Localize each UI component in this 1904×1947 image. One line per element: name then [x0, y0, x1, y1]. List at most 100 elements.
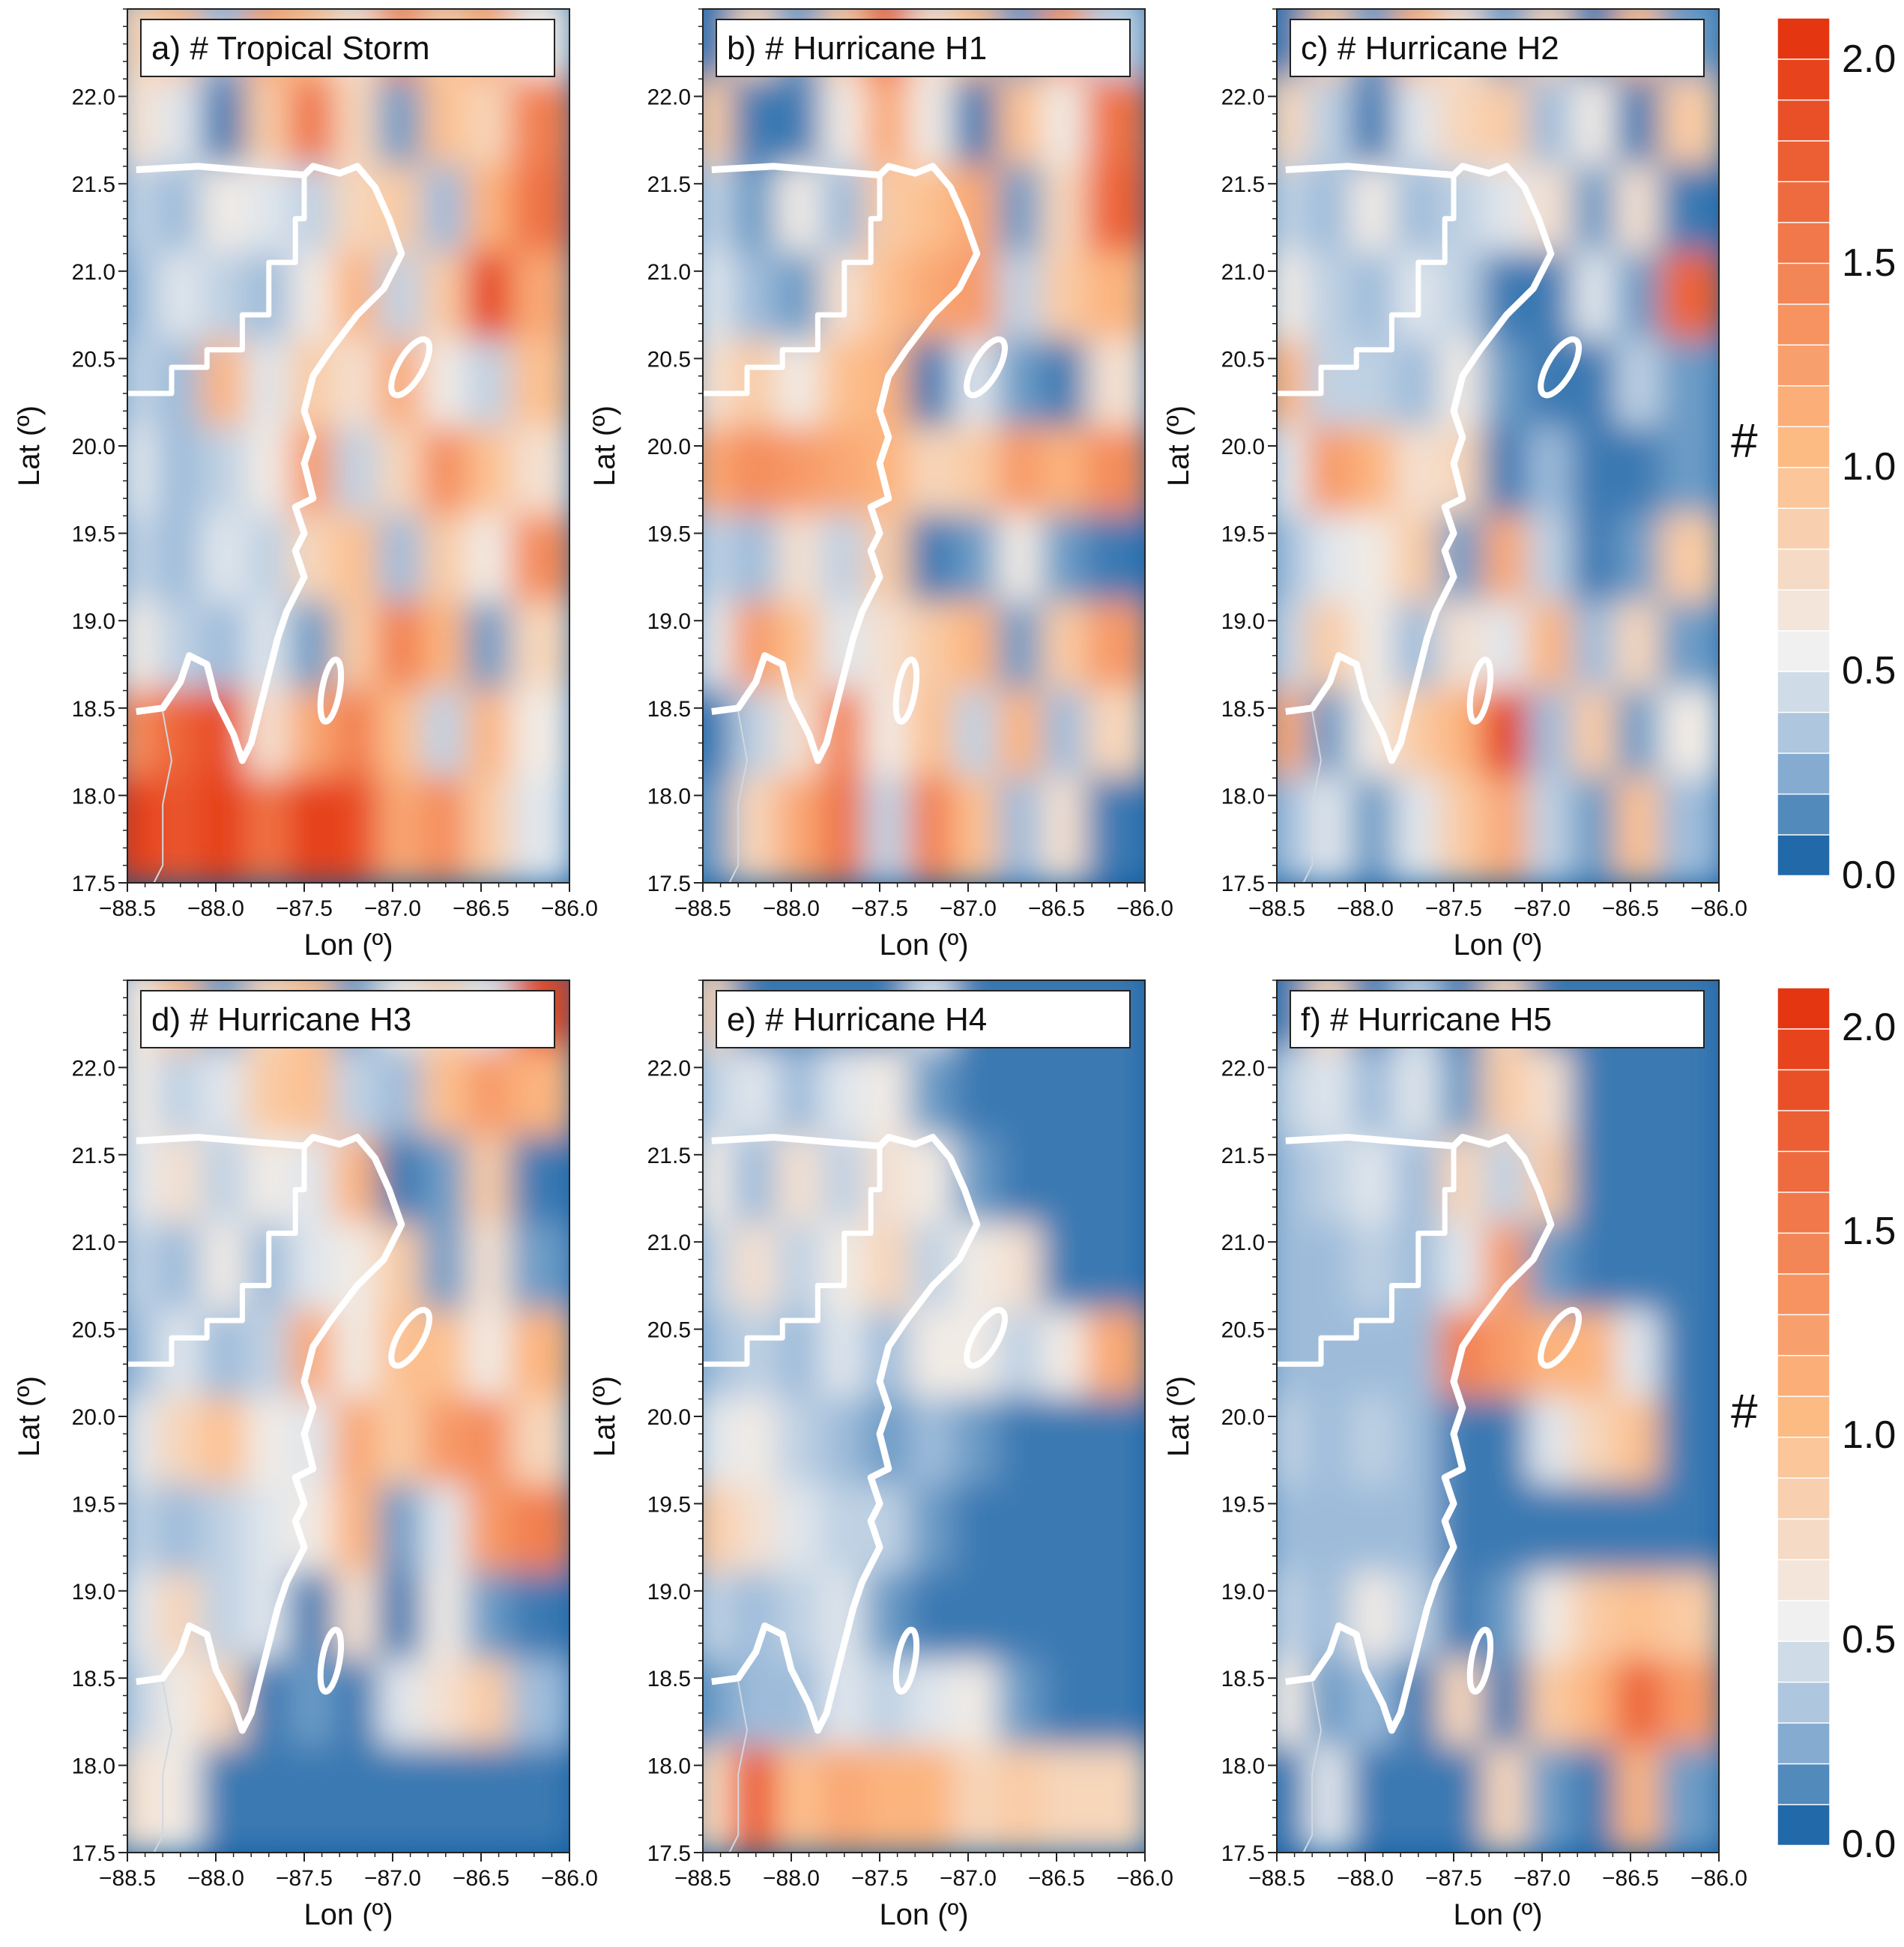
y-axis-label: Lat (º) — [1162, 1376, 1195, 1457]
heatmap-field — [703, 9, 1145, 883]
colorbar-swatch — [1777, 384, 1831, 428]
colorbar-tick-label: 1.0 — [1842, 445, 1896, 489]
colorbar-swatches — [1777, 17, 1831, 877]
map-overlay — [127, 163, 433, 883]
colorbar-swatch — [1777, 548, 1831, 591]
y-tick-label: 18.5 — [72, 697, 115, 722]
y-tick-label: 18.0 — [72, 784, 115, 809]
state-border — [1277, 175, 1457, 396]
colorbar-label: # — [1731, 1384, 1758, 1438]
y-axis-label: Lat (º) — [588, 405, 621, 486]
river-border-line — [153, 1681, 173, 1853]
colorbar-swatch — [1777, 1314, 1831, 1356]
panel: 17.5 18.0 18.5 19.0 19.5 20.0 20.5 21.0 21.5 22.0… — [1162, 8, 1747, 962]
colorbar-swatch — [1777, 1027, 1831, 1071]
x-tick-label: −86.5 — [1028, 1866, 1085, 1891]
y-tick-label: 18.5 — [72, 1667, 115, 1691]
colorbar-swatch — [1777, 1803, 1831, 1847]
y-tick-label: 21.0 — [647, 260, 691, 285]
y-tick-label: 21.0 — [647, 1231, 691, 1255]
colorbar-swatch — [1777, 833, 1831, 877]
colorbar-swatch — [1777, 58, 1831, 101]
state-border — [127, 1146, 307, 1367]
colorbar-swatch — [1777, 588, 1831, 632]
panel-title: e) # Hurricane H4 — [727, 1001, 987, 1038]
x-axis-label: Lon (º) — [879, 929, 968, 962]
y-tick-label: 21.0 — [72, 1231, 115, 1255]
state-border — [703, 175, 883, 396]
y-tick-label: 20.0 — [1221, 1405, 1265, 1430]
y-tick-label: 17.5 — [1221, 1841, 1265, 1866]
y-tick-label: 21.5 — [72, 1144, 115, 1168]
panel: 17.5 18.0 18.5 19.0 19.5 20.0 20.5 21.0 21.5 22.0… — [13, 8, 598, 962]
x-tick-label: −87.5 — [1425, 1866, 1482, 1891]
y-tick-label: 21.0 — [72, 260, 115, 285]
colorbar-label: # — [1731, 414, 1758, 468]
colorbar-swatch — [1777, 17, 1831, 60]
map-overlay — [1277, 163, 1583, 883]
x-axis-label: Lon (º) — [879, 1898, 968, 1931]
heatmap-field — [127, 980, 569, 1853]
map-overlay — [703, 1134, 1008, 1853]
river-border-line — [153, 711, 173, 883]
x-tick-label: −88.5 — [99, 1866, 156, 1891]
panel-title-box — [1290, 19, 1705, 77]
y-axis-label: Lat (º) — [13, 405, 46, 486]
y-tick-label: 22.0 — [72, 85, 115, 110]
colorbar-bottom: 0.0 0.5 1.0 1.5 2.0 # — [1731, 987, 1896, 1866]
colorbar-swatch — [1777, 426, 1831, 468]
island-outline — [388, 1306, 432, 1369]
colorbar-swatch — [1777, 987, 1831, 1030]
colorbar-tick-label: 2.0 — [1842, 1006, 1896, 1049]
x-tick-label: −88.0 — [763, 1866, 820, 1891]
y-tick-label: 18.0 — [1221, 784, 1265, 809]
x-tick-label: −86.0 — [1116, 896, 1173, 921]
panel-title-box — [140, 19, 555, 77]
heatmap-cell — [1659, 776, 1719, 883]
y-tick-label: 21.5 — [72, 172, 115, 197]
island-outline — [388, 336, 433, 399]
x-tick-label: −87.0 — [1514, 1866, 1571, 1891]
state-border — [703, 1146, 883, 1367]
river-border-line — [728, 711, 749, 883]
panel-title-box — [140, 990, 555, 1048]
island-outline — [317, 1626, 345, 1695]
colorbar-swatch — [1777, 1763, 1831, 1805]
heatmap-cell — [510, 1746, 569, 1853]
x-tick-label: −88.5 — [674, 896, 731, 921]
colorbar-tick-label: 1.5 — [1842, 241, 1896, 285]
colorbar-swatch — [1777, 1354, 1831, 1398]
y-tick-label: 17.5 — [647, 872, 691, 896]
y-tick-label: 17.5 — [72, 1841, 115, 1866]
coastline — [1285, 163, 1555, 764]
y-tick-label: 21.0 — [1221, 260, 1265, 285]
x-axis-label: Lon (º) — [303, 929, 393, 962]
colorbar-swatch — [1777, 262, 1831, 305]
x-tick-label: −86.0 — [1690, 896, 1747, 921]
y-tick-label: 22.0 — [647, 85, 691, 110]
y-tick-label: 18.0 — [647, 784, 691, 809]
x-tick-label: −88.5 — [1248, 1866, 1305, 1891]
x-tick-label: −88.5 — [99, 896, 156, 921]
colorbar-swatch — [1777, 1109, 1831, 1153]
y-tick-label: 19.0 — [72, 609, 115, 634]
y-tick-label: 18.0 — [72, 1754, 115, 1779]
colorbar-swatch — [1777, 1599, 1831, 1642]
colorbar-swatch — [1777, 1191, 1831, 1234]
colorbar-swatch — [1777, 1273, 1831, 1316]
colorbar-swatch — [1777, 221, 1831, 265]
y-tick-label: 21.5 — [647, 172, 691, 197]
heatmap-field — [703, 980, 1145, 1853]
y-tick-label: 19.5 — [72, 522, 115, 547]
y-tick-label: 22.0 — [1221, 85, 1265, 110]
island-outline — [964, 336, 1009, 399]
heatmap-cell — [1659, 1746, 1719, 1853]
x-tick-label: −88.5 — [1248, 896, 1305, 921]
x-axis-label: Lon (º) — [1453, 929, 1542, 962]
y-tick-label: 18.5 — [647, 697, 691, 722]
colorbar-swatch — [1777, 344, 1831, 387]
colorbar-swatch — [1777, 711, 1831, 754]
coastline — [136, 1134, 405, 1734]
y-tick-label: 19.0 — [72, 1580, 115, 1605]
colorbar-swatch — [1777, 1518, 1831, 1560]
